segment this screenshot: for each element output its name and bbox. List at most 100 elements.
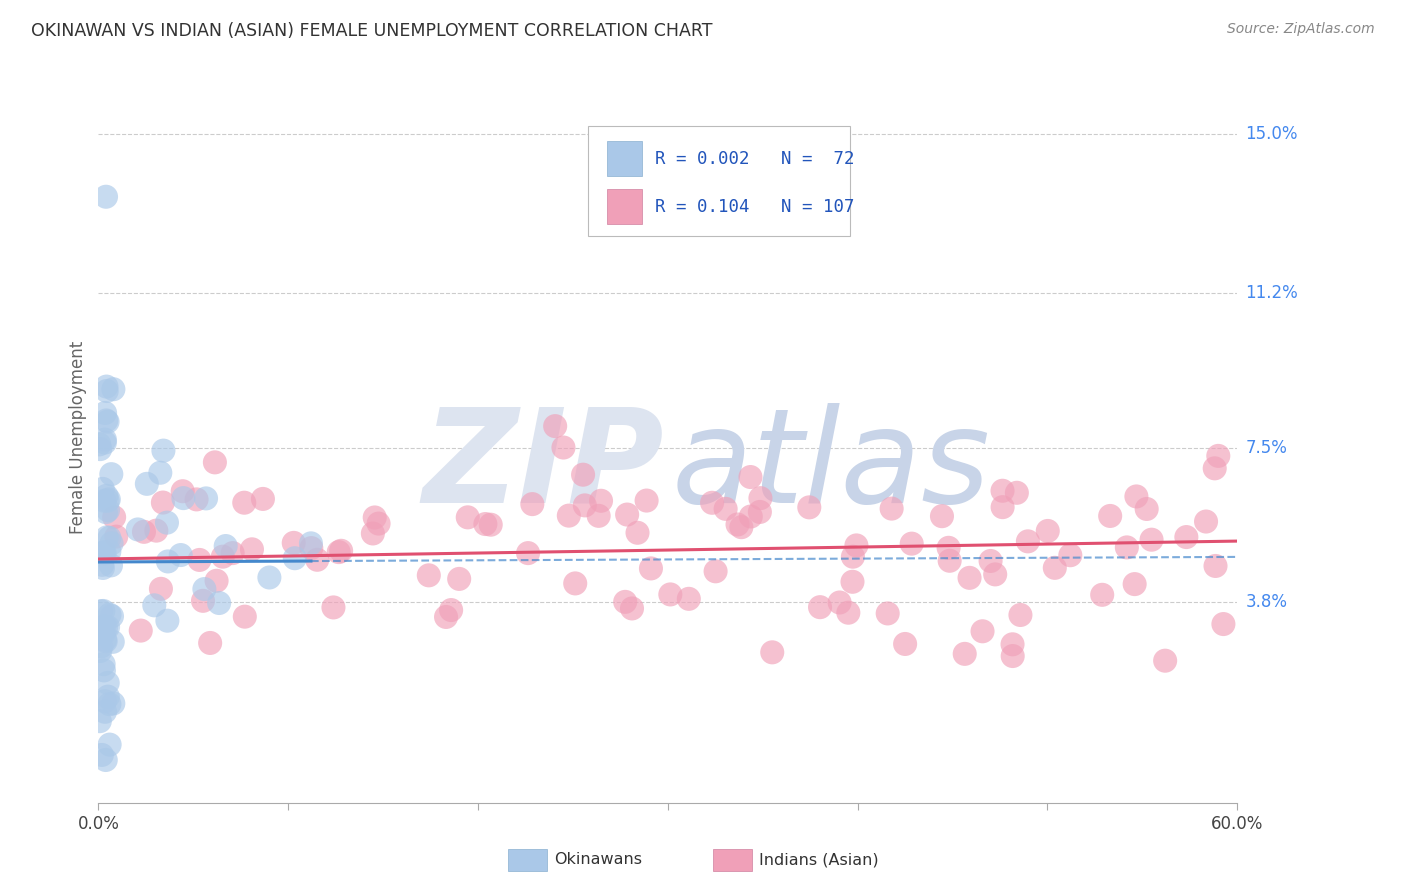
Point [418,568,440,582]
Text: Okinawans: Okinawans [554,853,643,867]
Point [193,582,215,596]
Point [1115,541,1137,555]
Point [93,493,115,508]
Bar [607,189,641,224]
Point [89,437,111,451]
Point [240,542,263,557]
Point [727,517,749,532]
Point [1099,508,1122,523]
Point [94,406,117,420]
Point [96,530,118,544]
FancyBboxPatch shape [588,126,851,235]
Text: atlas: atlas [671,403,990,530]
Point [938,541,960,555]
Point [299,536,322,550]
Point [1195,515,1218,529]
Point [100,536,122,550]
Point [938,554,960,568]
Point [103,697,125,711]
Point [170,548,193,562]
Point [198,636,221,650]
Text: R = 0.104   N = 107: R = 0.104 N = 107 [655,198,855,216]
Point [517,546,540,560]
Point [94,632,117,647]
Point [127,523,149,537]
Point [740,470,762,484]
Point [129,624,152,638]
Point [544,419,567,434]
Point [991,500,1014,515]
Point [93,545,115,559]
Point [89,644,111,658]
Point [91,561,114,575]
Point [143,599,166,613]
Point [1043,561,1066,575]
Point [91,604,114,618]
Point [1001,648,1024,663]
Point [1017,534,1039,549]
Point [100,467,122,482]
Point [101,609,124,624]
Point [90,604,112,618]
Point [283,536,305,550]
Point [97,493,120,508]
Point [564,576,586,591]
Point [837,606,859,620]
Point [1005,485,1028,500]
Point [94,753,117,767]
Point [93,664,115,678]
Point [93,546,115,560]
Point [931,509,953,524]
Point [152,495,174,509]
Point [1136,502,1159,516]
Point [132,524,155,539]
Point [94,435,117,450]
Point [1140,533,1163,547]
Point [97,492,120,507]
Point [156,554,179,568]
Point [93,657,115,672]
Point [364,510,387,524]
Point [714,501,737,516]
Point [211,549,233,564]
Text: Source: ZipAtlas.com: Source: ZipAtlas.com [1227,22,1375,37]
Point [98,697,121,711]
Point [96,384,118,398]
Point [97,620,120,634]
Point [700,496,723,510]
Point [172,484,194,499]
Point [205,574,228,588]
Point [152,443,174,458]
Point [97,690,120,704]
Point [94,190,117,204]
Point [991,483,1014,498]
Point [953,647,976,661]
Point [91,482,114,496]
Y-axis label: Female Unemployment: Female Unemployment [69,341,87,533]
Point [589,493,612,508]
Point [474,516,496,531]
Point [259,570,281,584]
Point [749,491,772,505]
Point [361,526,384,541]
Point [91,558,114,572]
Point [97,676,120,690]
Point [94,433,117,447]
Point [135,476,157,491]
Point [984,567,1007,582]
Point [1001,637,1024,651]
Point [215,539,238,553]
Point [98,531,121,545]
Text: 15.0%: 15.0% [1246,125,1298,143]
Point [94,621,117,635]
Point [103,510,125,524]
Point [221,546,243,560]
Point [841,574,863,589]
Point [208,596,231,610]
Point [98,738,121,752]
Point [204,455,226,469]
Point [626,525,648,540]
Point [90,640,112,654]
Point [636,493,658,508]
Point [90,747,112,762]
